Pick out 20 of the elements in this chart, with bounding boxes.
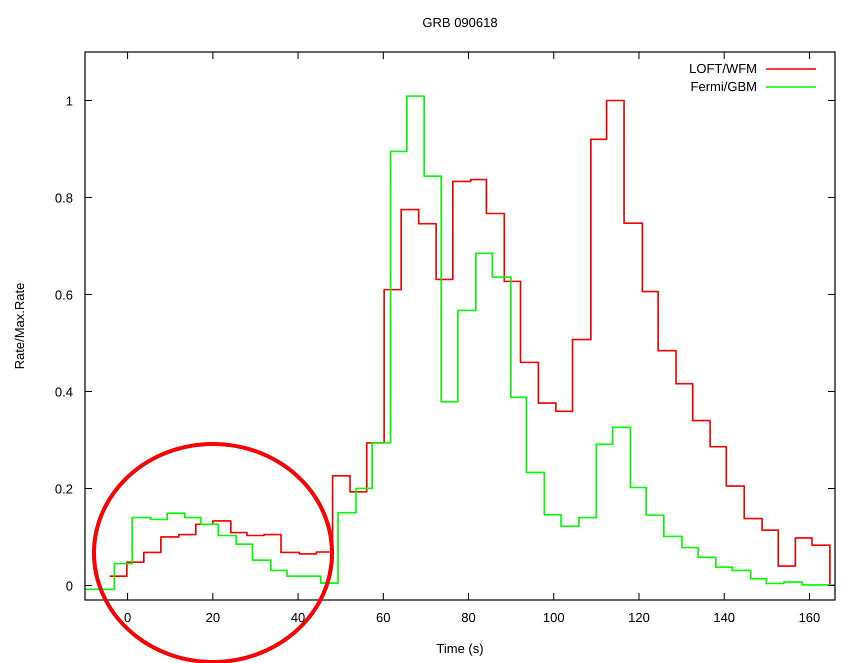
x-tick-label: 40 (290, 610, 306, 625)
x-tick-label: 20 (206, 610, 220, 625)
y-tick-label: 0.6 (54, 287, 73, 302)
x-tick-label: 100 (542, 610, 565, 625)
y-tick-label: 0.4 (54, 384, 73, 400)
x-tick-label: 120 (628, 610, 650, 625)
x-tick-label: 140 (713, 610, 736, 625)
x-tick-label: 0 (124, 610, 132, 625)
x-tick-label: 80 (461, 610, 476, 625)
y-tick-label: 1 (66, 93, 73, 108)
y-axis-title: Rate/Max.Rate (12, 282, 27, 370)
y-tick-label: 0.2 (54, 481, 73, 496)
x-tick-label: 60 (376, 610, 391, 625)
chart-title: GRB 090618 (422, 15, 498, 30)
legend-label: LOFT/WFM (689, 61, 757, 76)
y-tick-label: 0 (66, 578, 73, 594)
y-tick-label: 0.8 (54, 190, 73, 206)
legend-label: Fermi/GBM (690, 79, 757, 94)
x-axis-title: Time (s) (436, 641, 484, 656)
x-tick-label: 160 (798, 610, 820, 625)
